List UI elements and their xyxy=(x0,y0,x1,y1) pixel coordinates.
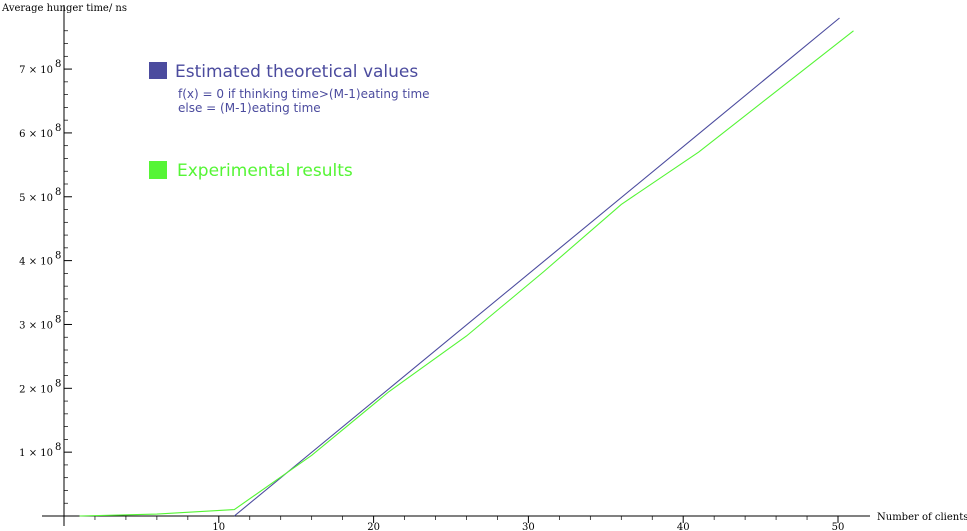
x-tick-label: 30 xyxy=(522,522,535,531)
legend-note-line1: f(x) = 0 if thinking time>(M-1)eating ti… xyxy=(178,87,430,101)
y-tick-label: 3 × 10 xyxy=(19,320,53,331)
series xyxy=(79,17,854,517)
y-tick-exponent: 8 xyxy=(55,187,61,198)
x-ticks: 10 20 30 40 50 xyxy=(94,516,845,531)
series-line-theoretical xyxy=(233,17,840,517)
y-tick-exponent: 8 xyxy=(55,378,61,389)
y-tick-exponent: 8 xyxy=(55,123,61,134)
y-tick-exponent: 8 xyxy=(55,314,61,325)
axes xyxy=(42,5,870,526)
y-axis-title: Average hunger time/ ns xyxy=(1,3,127,14)
y-tick-exponent: 8 xyxy=(55,442,61,453)
y-tick-label: 6 × 10 xyxy=(19,129,53,140)
legend-swatch-theoretical xyxy=(149,62,167,79)
x-tick-label: 10 xyxy=(212,522,225,531)
legend-swatch-experimental xyxy=(149,161,167,179)
x-axis-title: Number of clients xyxy=(877,512,967,523)
y-tick-label: 2 × 10 xyxy=(19,384,53,395)
legend-note-line2: else = (M-1)eating time xyxy=(178,101,321,115)
legend-label-experimental: Experimental results xyxy=(177,161,353,181)
y-tick-exponent: 8 xyxy=(55,251,61,262)
y-tick-label: 1 × 10 xyxy=(19,448,53,459)
legend-label-theoretical: Estimated theoretical values xyxy=(175,62,418,82)
x-tick-label: 50 xyxy=(832,522,845,531)
y-tick-label: 4 × 10 xyxy=(19,257,53,268)
y-tick-label: 5 × 10 xyxy=(19,193,53,204)
x-tick-label: 20 xyxy=(367,522,380,531)
legend: Estimated theoretical values f(x) = 0 if… xyxy=(149,62,430,181)
series-line-experimental xyxy=(79,30,854,517)
x-tick-label: 40 xyxy=(677,522,690,531)
y-tick-exponent: 8 xyxy=(55,59,61,70)
y-tick-label: 7 × 10 xyxy=(19,65,53,76)
